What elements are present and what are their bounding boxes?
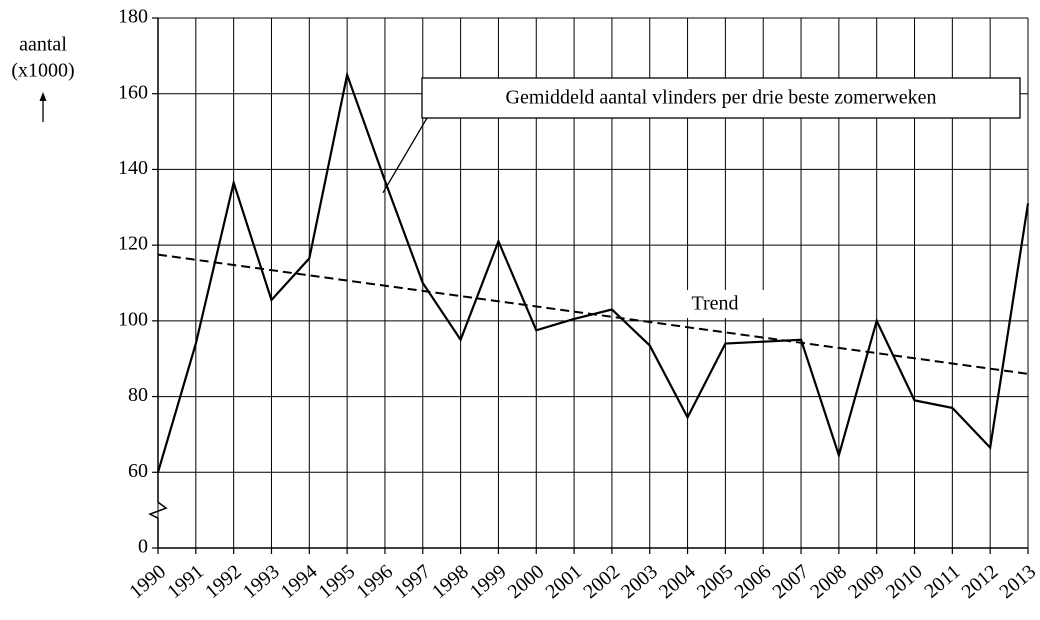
series-line <box>156 70 1030 473</box>
y-arrow-head <box>39 92 47 101</box>
legend-label: Gemiddeld aantal vlinders per drie beste… <box>506 87 937 109</box>
x-tick-label: 1999 <box>466 560 511 603</box>
y-axis-label: (x1000) <box>11 60 74 82</box>
x-tick-label: 1994 <box>277 560 322 603</box>
y-tick-label: 180 <box>118 6 148 28</box>
x-tick-label: 1993 <box>239 560 284 603</box>
trend-label: Trend <box>691 293 738 315</box>
y-tick-label: 80 <box>128 384 148 406</box>
x-tick-label: 2012 <box>958 560 1003 603</box>
axis-break <box>148 501 168 519</box>
x-tick-label: 2010 <box>882 560 927 603</box>
x-tick-label: 2000 <box>504 560 549 603</box>
label-pointer <box>382 117 428 194</box>
x-tick-label: 2011 <box>920 560 964 602</box>
x-tick-label: 2002 <box>579 560 624 603</box>
x-tick-label: 2007 <box>768 560 813 603</box>
x-tick-label: 2003 <box>617 560 662 603</box>
x-tick-label: 2006 <box>731 560 776 603</box>
x-tick-label: 1991 <box>163 560 208 603</box>
x-tick-label: 1998 <box>428 560 473 603</box>
x-tick-label: 1997 <box>390 560 435 603</box>
x-tick-label: 1996 <box>352 560 397 603</box>
y-tick-label: 0 <box>138 536 148 558</box>
y-tick-label: 100 <box>118 308 148 330</box>
y-tick-label: 120 <box>118 233 148 255</box>
series-line <box>157 253 1029 375</box>
label-bg <box>682 290 778 318</box>
x-tick-label: 2009 <box>844 560 889 603</box>
x-tick-label: 2001 <box>541 560 586 603</box>
decor <box>39 92 47 122</box>
x-tick-label: 2005 <box>693 560 738 603</box>
x-tick-label: 2004 <box>655 560 700 603</box>
x-tick-label: 2008 <box>806 560 851 603</box>
x-tick-label: 2013 <box>995 560 1040 603</box>
x-tick-label: 1992 <box>201 560 246 603</box>
legend-frame <box>421 77 1021 119</box>
x-tick-label: 1995 <box>315 560 360 603</box>
y-tick-label: 140 <box>118 157 148 179</box>
y-tick-label: 160 <box>118 81 148 103</box>
legend-box: Gemiddeld aantal vlinders per drie beste… <box>382 77 1021 194</box>
y-axis-label: aantal <box>19 34 67 56</box>
y-tick-label: 60 <box>128 460 148 482</box>
x-tick-label: 1990 <box>125 560 170 603</box>
